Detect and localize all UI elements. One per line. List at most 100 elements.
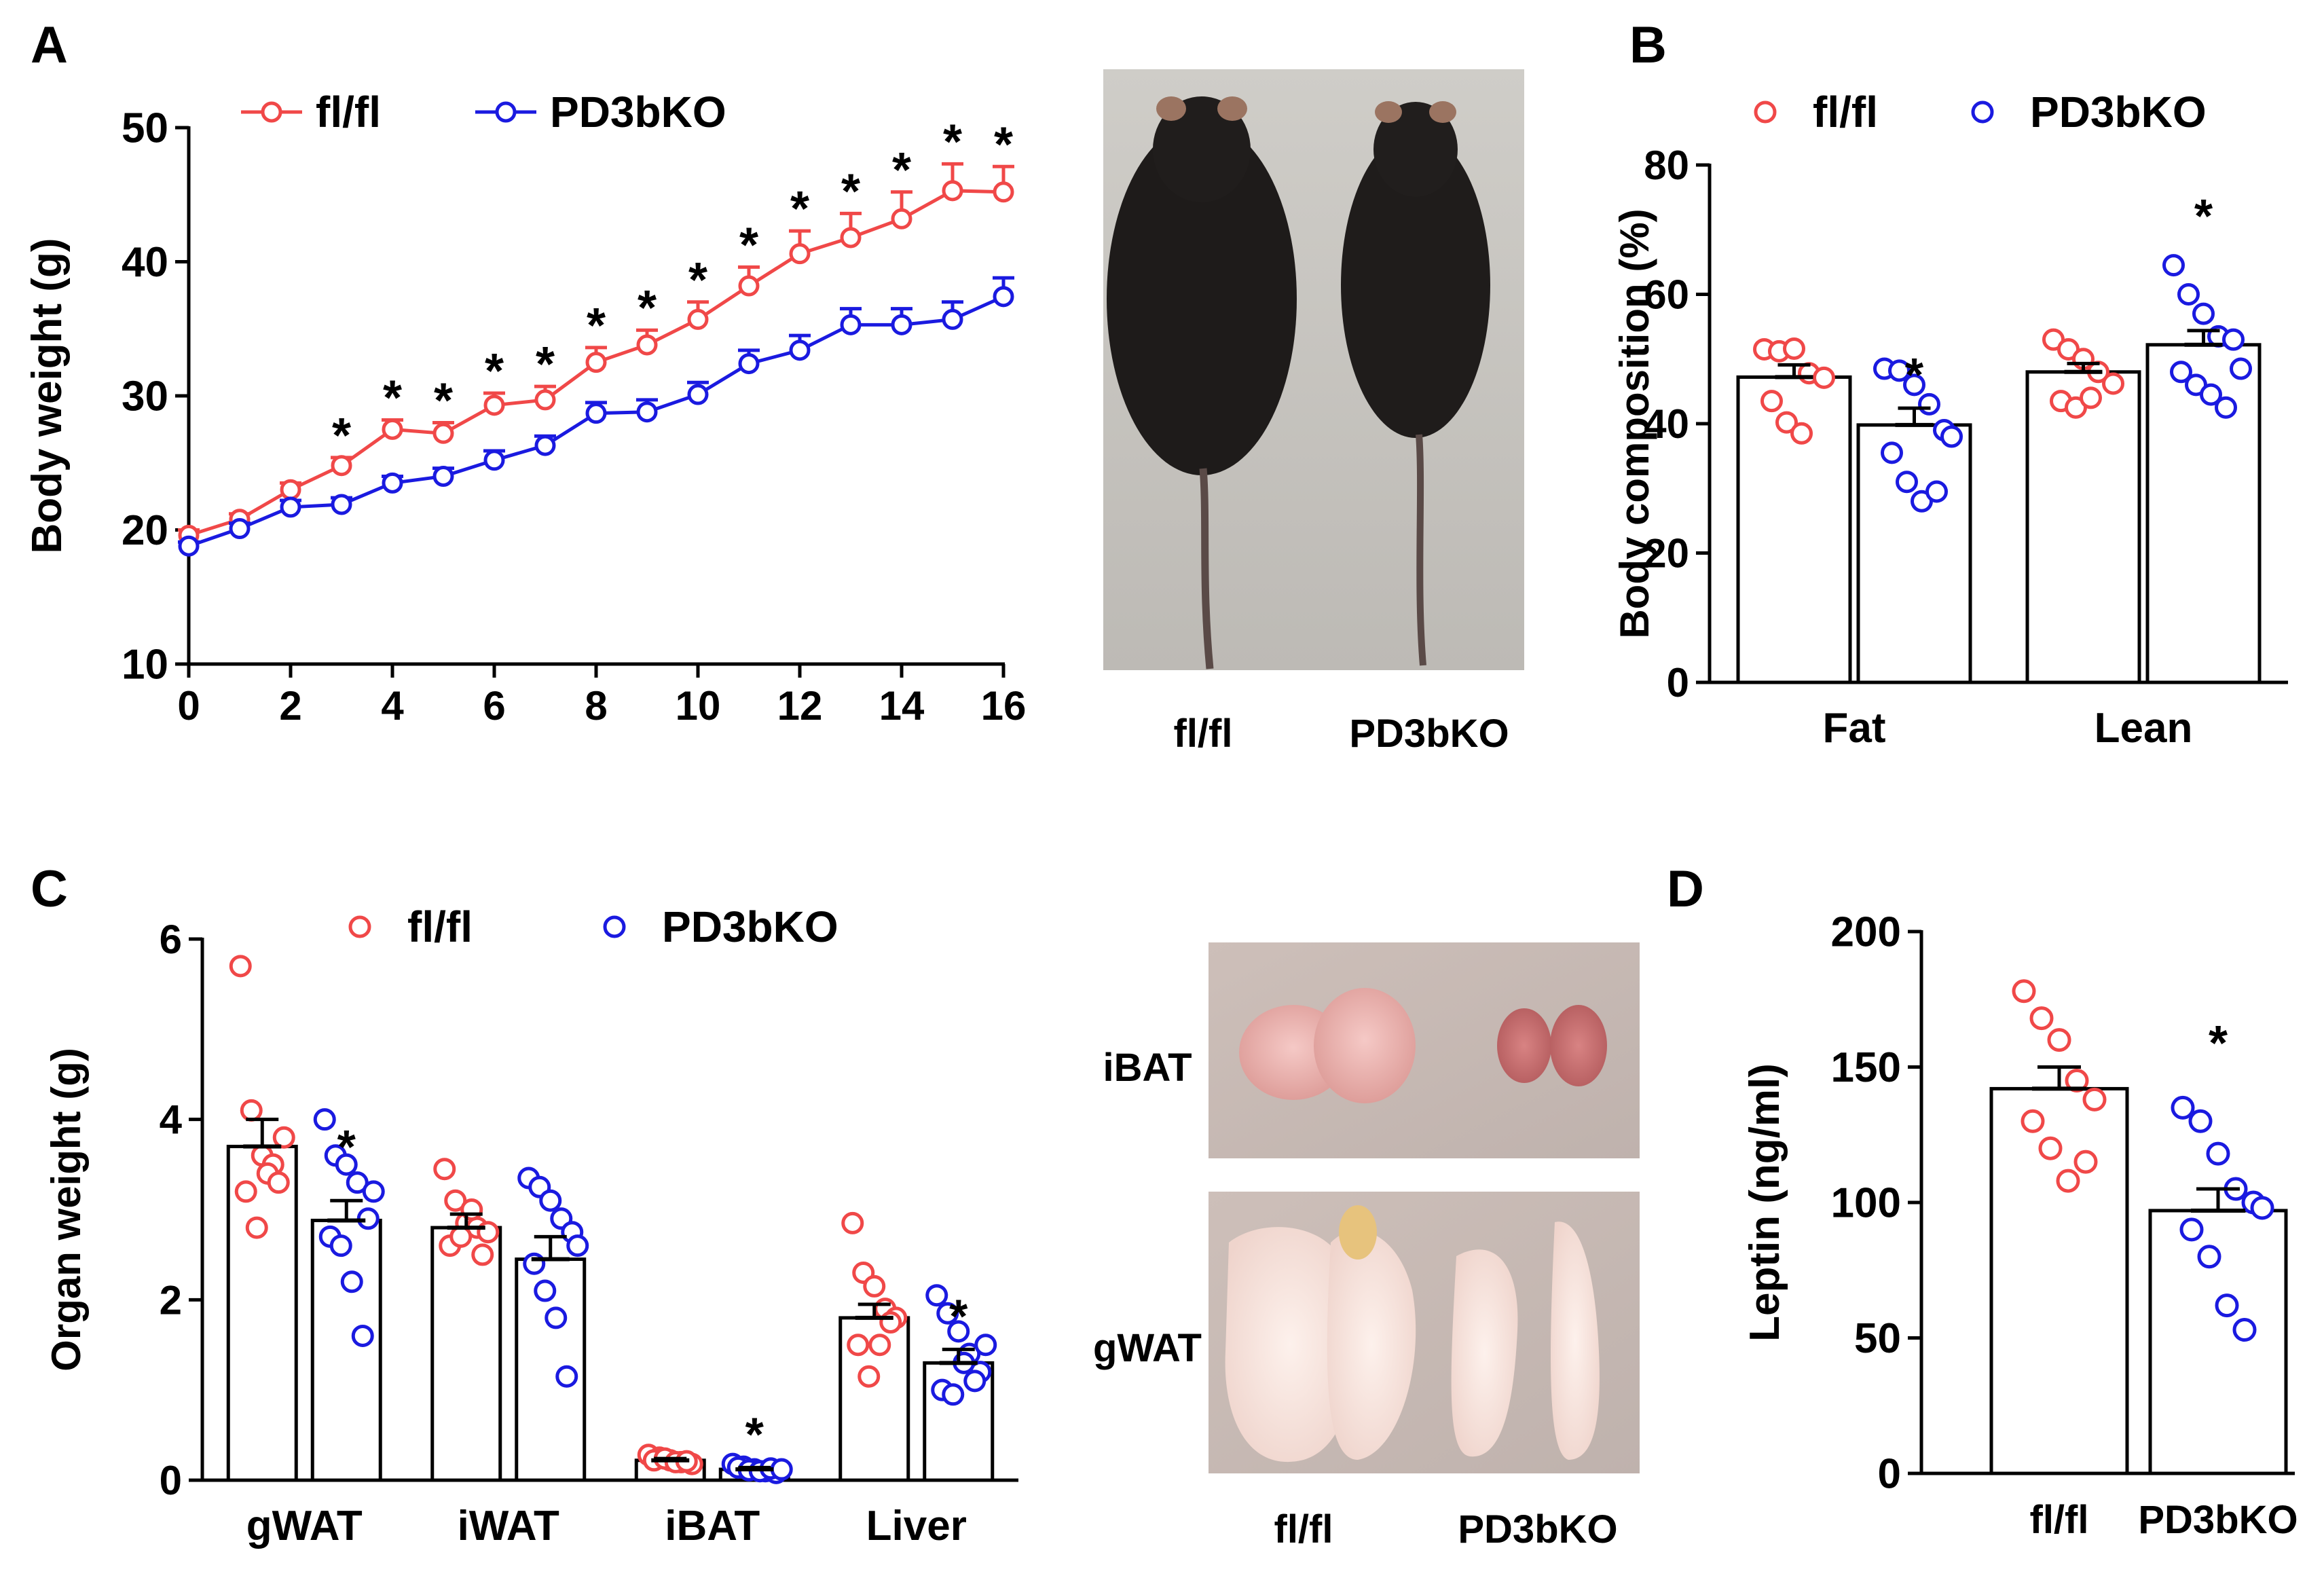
a-y-tick-label: 10	[122, 642, 168, 688]
c-dot-flfl	[879, 1311, 902, 1334]
a-legend-label: PD3bKO	[550, 88, 726, 136]
tissue-label-flfl: fl/fl	[1274, 1507, 1333, 1551]
b-dot-ko	[1896, 471, 1918, 494]
c-dot-ko	[534, 1279, 557, 1302]
b-dot-ko	[2192, 302, 2215, 325]
c-category-label: iBAT	[665, 1503, 760, 1549]
tissue-label-ko: PD3bKO	[1458, 1507, 1617, 1551]
a-series-flfl	[178, 162, 1014, 546]
c-y-axis-title: Organ weight (g)	[43, 1048, 89, 1372]
a-significance-star: *	[536, 337, 555, 392]
mouse-label-flfl: fl/fl	[1174, 712, 1233, 756]
d-dot-ko	[2206, 1141, 2230, 1166]
a-data-point	[738, 275, 760, 297]
b-legend-label: fl/fl	[1813, 88, 1878, 136]
a-x-tick-label: 14	[879, 683, 925, 729]
c-dot-ko	[566, 1234, 589, 1257]
c-dot-flfl	[229, 955, 252, 978]
mouse-flfl-image	[1107, 96, 1297, 669]
chart-leptin: 0 50 100 150 200 Leptin (ng/ml) fl/fl PD3bKO *	[1741, 909, 2298, 1542]
a-x-tick-label: 2	[279, 683, 301, 729]
a-data-point	[942, 180, 963, 202]
d-y-tick-label: 0	[1878, 1451, 1901, 1498]
c-category-label: iWAT	[458, 1503, 559, 1549]
c-legend-label: fl/fl	[407, 902, 473, 951]
b-bar-ko	[1856, 423, 1972, 684]
chart-body-weight: 10 20 30 40 50 Body weight (g) 0 2 4 6 8 10 12 14 16 * *…	[24, 88, 1026, 729]
d-y-tick-label: 100	[1831, 1180, 1901, 1227]
a-y-tick-label: 40	[122, 239, 168, 286]
c-dot-ko	[925, 1284, 948, 1307]
a-significance-star: *	[688, 253, 707, 308]
c-dot-flfl	[449, 1225, 473, 1248]
d-dot-ko	[2188, 1109, 2213, 1133]
b-y-tick-label: 40	[1644, 401, 1689, 447]
c-dot-ko	[523, 1252, 546, 1275]
b-dot-flfl	[1790, 422, 1813, 445]
c-significance-star: *	[337, 1120, 356, 1173]
chart-body-composition: 0 20 40 60 80 Body composition (%) Fat * Lean * fl…	[1612, 88, 2288, 752]
a-significance-star: *	[739, 218, 758, 272]
b-dot-ko	[1903, 373, 1925, 397]
b-dot-ko	[2177, 283, 2200, 306]
c-dot-flfl	[234, 1180, 257, 1203]
a-data-point	[432, 466, 454, 487]
c-dot-flfl	[245, 1216, 268, 1239]
d-dot-flfl	[2047, 1028, 2071, 1052]
b-category-label: Lean	[2095, 705, 2193, 752]
a-data-point	[840, 314, 862, 335]
b-y-tick-label: 20	[1644, 531, 1689, 576]
d-dot-ko	[2232, 1318, 2257, 1342]
c-legend-label: PD3bKO	[662, 902, 838, 951]
c-dot-flfl	[847, 1334, 870, 1357]
a-legend-marker	[495, 101, 517, 123]
a-legend: fl/fl PD3bKO	[241, 88, 726, 136]
b-dot-ko	[2230, 357, 2252, 380]
a-significance-star: *	[587, 299, 606, 353]
mouse-ko-image	[1341, 101, 1490, 666]
d-dot-ko	[2250, 1196, 2274, 1220]
a-data-point	[331, 494, 352, 515]
a-data-point	[636, 334, 658, 356]
a-data-point	[687, 308, 709, 330]
c-bar-flfl	[430, 1226, 502, 1482]
a-data-point	[993, 181, 1014, 203]
panel-label-c: C	[31, 860, 68, 918]
a-data-point	[534, 435, 556, 456]
d-dot-flfl	[2056, 1169, 2080, 1193]
a-data-point	[534, 389, 556, 411]
a-significance-star: *	[485, 344, 504, 399]
c-dot-ko	[335, 1153, 358, 1176]
c-dot-flfl	[240, 1099, 263, 1122]
panel-label-d: D	[1667, 860, 1704, 918]
a-x-tick-label: 4	[381, 683, 404, 729]
c-dot-ko	[329, 1234, 352, 1257]
c-dot-flfl	[868, 1334, 891, 1357]
a-data-point	[993, 286, 1014, 308]
c-bar-flfl	[226, 1145, 298, 1482]
a-data-point	[789, 243, 811, 265]
b-dot-ko	[1925, 480, 1948, 503]
gwat-photo	[1209, 1192, 1640, 1473]
a-series-ko	[178, 276, 1014, 557]
b-dot-flfl	[1760, 390, 1783, 413]
c-dot-flfl	[272, 1126, 295, 1149]
c-dot-ko	[351, 1324, 374, 1347]
a-significance-star: *	[892, 143, 911, 198]
d-y-axis-title: Leptin (ng/ml)	[1741, 1063, 1788, 1342]
b-dot-ko	[2200, 383, 2222, 406]
c-dot-ko	[545, 1306, 568, 1329]
a-significance-star: *	[638, 281, 657, 335]
c-dot-ko	[362, 1180, 385, 1203]
a-data-point	[687, 384, 709, 405]
a-data-point	[789, 339, 811, 361]
c-category-label: Liver	[866, 1503, 967, 1549]
b-dot-ko	[2170, 361, 2192, 384]
a-data-point	[382, 472, 403, 494]
b-legend: fl/fl PD3bKO	[1754, 88, 2207, 136]
c-legend-marker	[348, 915, 371, 938]
d-dot-ko	[2179, 1217, 2204, 1242]
b-significance-star: *	[1905, 348, 1924, 401]
c-dot-flfl	[433, 1158, 456, 1181]
d-y-tick-label: 150	[1831, 1044, 1901, 1091]
